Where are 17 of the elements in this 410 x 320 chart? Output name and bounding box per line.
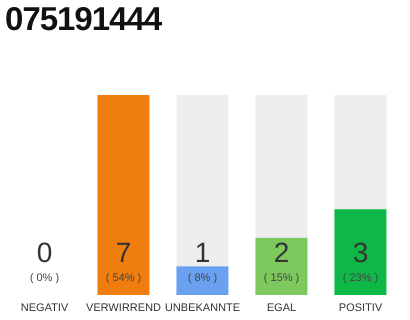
data-label: 7 bbox=[116, 237, 132, 268]
bar bbox=[176, 266, 228, 295]
x-tick-label: VERWIRREND bbox=[86, 302, 162, 314]
x-tick-label: EGAL bbox=[266, 302, 296, 314]
data-label: 1 bbox=[194, 237, 210, 268]
annotation: ( 15% ) bbox=[264, 272, 300, 284]
annotation: ( 0% ) bbox=[30, 272, 60, 284]
x-tick-label: POSITIV bbox=[338, 302, 383, 314]
chart-title: 075191444 bbox=[5, 0, 162, 38]
data-label: 0 bbox=[36, 237, 52, 268]
x-tick-label: NEGATIV bbox=[20, 302, 69, 314]
data-label: 3 bbox=[352, 237, 368, 268]
data-label: 2 bbox=[274, 237, 290, 268]
annotation: ( 54% ) bbox=[106, 272, 142, 284]
annotation: ( 8% ) bbox=[188, 272, 218, 284]
x-tick-label: UNBEKANNTE bbox=[164, 302, 240, 314]
annotation: ( 23% ) bbox=[342, 272, 378, 284]
